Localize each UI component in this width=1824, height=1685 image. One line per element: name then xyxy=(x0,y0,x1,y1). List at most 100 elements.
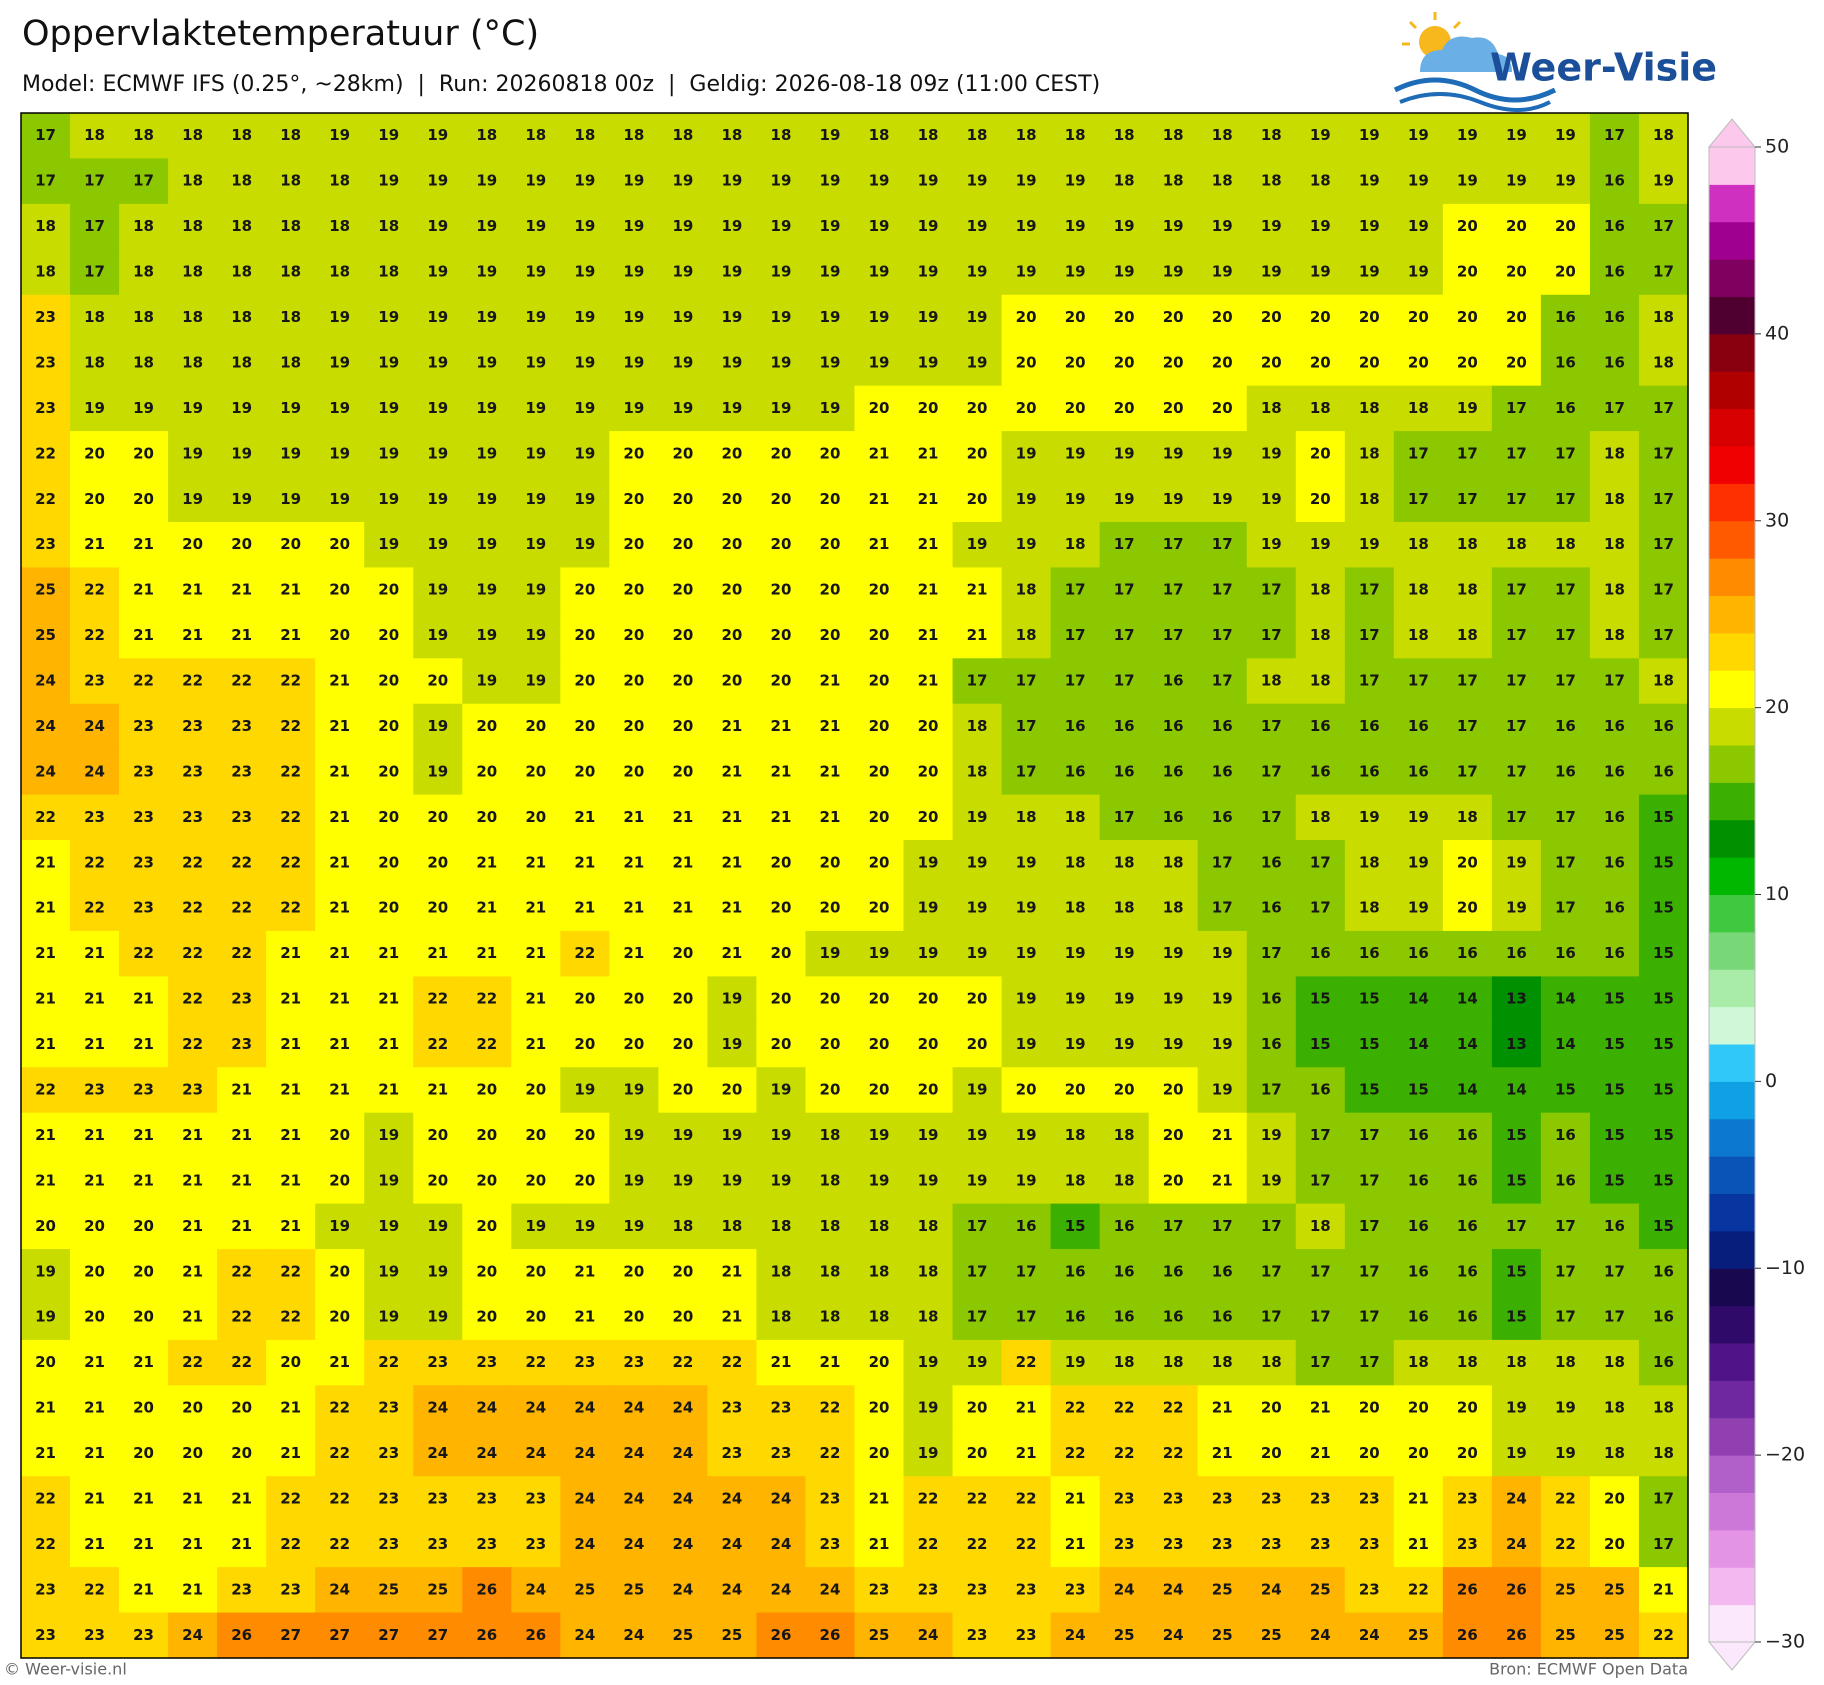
temperature-cell xyxy=(21,1476,71,1523)
temperature-label: 20 xyxy=(525,1262,546,1280)
temperature-label: 17 xyxy=(1261,1080,1282,1098)
temperature-label: 22 xyxy=(182,944,203,962)
temperature-cell xyxy=(805,1067,856,1114)
temperature-cell xyxy=(1099,1294,1150,1341)
temperature-cell xyxy=(1050,612,1101,659)
temperature-cell xyxy=(1295,1339,1346,1386)
temperature-label: 19 xyxy=(1506,1444,1527,1462)
temperature-cell xyxy=(462,703,512,750)
temperature-label: 20 xyxy=(574,990,595,1008)
temperature-cell xyxy=(1589,1294,1640,1341)
temperature-cell xyxy=(70,1021,120,1068)
colorbar-segment xyxy=(1709,483,1755,522)
temperature-label: 17 xyxy=(84,217,105,235)
temperature-label: 18 xyxy=(133,353,154,371)
temperature-label: 20 xyxy=(869,399,890,417)
temperature-label: 24 xyxy=(35,717,56,735)
temperature-label: 19 xyxy=(1065,990,1086,1008)
temperature-label: 25 xyxy=(35,581,56,599)
temperature-label: 19 xyxy=(574,399,595,417)
temperature-label: 19 xyxy=(918,1444,939,1462)
temperature-label: 16 xyxy=(1604,853,1625,871)
temperature-cell xyxy=(1344,703,1395,750)
temperature-label: 18 xyxy=(1114,1126,1135,1144)
temperature-label: 16 xyxy=(1408,1126,1429,1144)
temperature-label: 15 xyxy=(1604,1035,1625,1053)
temperature-cell xyxy=(1001,1521,1052,1568)
temperature-cell xyxy=(903,1567,954,1614)
temperature-cell xyxy=(1246,794,1297,841)
temperature-cell xyxy=(1589,1430,1640,1477)
temperature-label: 19 xyxy=(1261,490,1282,508)
temperature-cell xyxy=(364,1521,414,1568)
temperature-cell xyxy=(1148,340,1199,387)
temperature-label: 21 xyxy=(133,1126,154,1144)
temperature-label: 18 xyxy=(1114,172,1135,190)
temperature-cell xyxy=(70,431,120,478)
temperature-label: 20 xyxy=(329,1171,350,1189)
temperature-cell xyxy=(707,158,758,205)
temperature-cell xyxy=(1197,1294,1248,1341)
temperature-label: 18 xyxy=(1653,126,1674,144)
temperature-cell xyxy=(266,885,316,932)
temperature-cell xyxy=(364,658,414,705)
temperature-label: 24 xyxy=(623,1489,644,1507)
temperature-cell xyxy=(1001,658,1052,705)
temperature-cell xyxy=(1099,612,1150,659)
temperature-label: 20 xyxy=(378,626,399,644)
temperature-cell xyxy=(217,567,267,614)
temperature-label: 19 xyxy=(378,444,399,462)
temperature-cell xyxy=(805,1112,856,1159)
temperature-label: 18 xyxy=(1310,808,1331,826)
temperature-cell xyxy=(609,1339,659,1386)
temperature-label: 20 xyxy=(1457,353,1478,371)
temperature-cell xyxy=(1491,476,1542,523)
temperature-label: 23 xyxy=(231,808,252,826)
temperature-label: 20 xyxy=(1261,1444,1282,1462)
temperature-label: 17 xyxy=(1653,1535,1674,1553)
temperature-cell xyxy=(1540,1249,1591,1296)
temperature-label: 22 xyxy=(1016,1353,1037,1371)
temperature-cell xyxy=(364,749,414,796)
temperature-label: 20 xyxy=(672,535,693,553)
temperature-cell xyxy=(511,1612,561,1659)
temperature-label: 19 xyxy=(378,1217,399,1235)
temperature-cell xyxy=(1246,930,1297,977)
temperature-cell xyxy=(1148,385,1199,432)
temperature-label: 19 xyxy=(1261,1171,1282,1189)
temperature-label: 18 xyxy=(476,126,497,144)
temperature-label: 20 xyxy=(84,1217,105,1235)
temperature-cell xyxy=(266,521,316,569)
temperature-cell xyxy=(805,340,856,387)
temperature-cell xyxy=(903,1612,954,1659)
temperature-cell xyxy=(119,1476,169,1523)
temperature-label: 19 xyxy=(427,444,448,462)
temperature-cell xyxy=(217,794,267,841)
temperature-cell xyxy=(854,340,905,387)
temperature-cell xyxy=(756,1067,807,1114)
temperature-label: 21 xyxy=(869,1489,890,1507)
temperature-label: 22 xyxy=(231,944,252,962)
temperature-cell xyxy=(364,340,414,387)
temperature-label: 17 xyxy=(1653,626,1674,644)
temperature-label: 15 xyxy=(1653,1171,1674,1189)
logo-text: Weer-Visie xyxy=(1490,46,1717,90)
temperature-cell xyxy=(1344,749,1395,796)
temperature-label: 19 xyxy=(721,217,742,235)
temperature-label: 15 xyxy=(1506,1308,1527,1326)
temperature-cell xyxy=(1148,294,1199,341)
temperature-label: 20 xyxy=(476,1262,497,1280)
temperature-label: 19 xyxy=(1310,126,1331,144)
temperature-cell xyxy=(168,930,218,977)
temperature-label: 24 xyxy=(771,1489,792,1507)
temperature-cell xyxy=(21,1112,71,1159)
temperature-label: 19 xyxy=(427,626,448,644)
temperature-label: 18 xyxy=(1506,535,1527,553)
temperature-label: 19 xyxy=(574,217,595,235)
temperature-label: 21 xyxy=(820,717,841,735)
temperature-label: 23 xyxy=(133,899,154,917)
temperature-label: 16 xyxy=(1457,1217,1478,1235)
temperature-cell xyxy=(854,1067,905,1114)
temperature-cell xyxy=(1246,840,1297,887)
colorbar-segment xyxy=(1709,296,1755,335)
